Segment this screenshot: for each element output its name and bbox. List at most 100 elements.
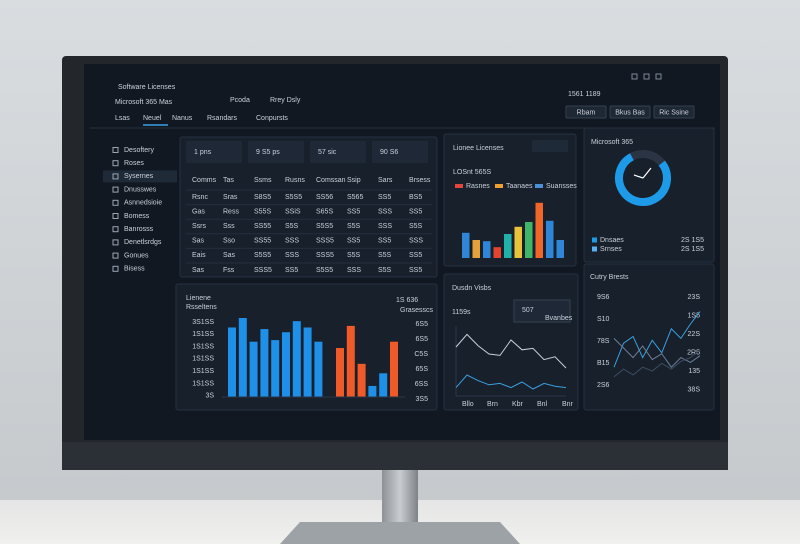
bar xyxy=(390,341,398,397)
y2-tick-label: 6SS xyxy=(415,381,429,388)
x-tick-label: Bnl xyxy=(537,401,548,408)
kpi-box xyxy=(248,141,304,163)
y2-tick-label: 6S5 xyxy=(416,321,429,328)
table-cell: SSS5 xyxy=(316,238,334,245)
sidebar-item[interactable]: Desoftery xyxy=(124,147,154,154)
bar xyxy=(483,241,491,258)
bar xyxy=(249,341,258,397)
header-button[interactable] xyxy=(609,105,651,119)
table-cell: SS5 xyxy=(409,208,422,215)
table-cell: S5S xyxy=(347,223,361,230)
y2-tick-label: 2R5 xyxy=(687,349,700,356)
table-cell: SSS5 xyxy=(254,267,272,274)
bar xyxy=(472,240,480,258)
sidebar-icon xyxy=(112,147,119,153)
x-tick-label: Brn xyxy=(487,401,498,408)
sidebar-icon xyxy=(112,173,119,180)
tab[interactable]: Nanus xyxy=(172,115,193,122)
sidebar-item[interactable]: Banrosss xyxy=(124,226,154,233)
line-series xyxy=(455,333,567,369)
tab[interactable]: Rsandars xyxy=(207,115,237,122)
y2-tick-label: 23S xyxy=(688,294,701,301)
table-cell: Sras xyxy=(223,194,238,201)
y2-tick-label: 38S xyxy=(688,386,701,393)
sidebar-item[interactable]: Bomess xyxy=(124,213,150,220)
bar xyxy=(271,340,280,397)
y2-tick-label: 1S5 xyxy=(688,312,701,319)
table-cell: Sas xyxy=(192,238,205,245)
table-cell: SS55 xyxy=(254,238,271,245)
table-cell: Gas xyxy=(192,208,205,215)
y-tick-label: 1S1SS xyxy=(192,356,214,363)
y-tick-label: 1S1SS xyxy=(192,380,214,387)
table-cell: SS5 xyxy=(409,267,422,274)
widget-title: Microsoft 365 xyxy=(591,139,633,146)
sidebar-item[interactable]: Bisess xyxy=(124,266,145,273)
window-icon xyxy=(631,73,638,80)
sidebar-icon xyxy=(112,265,119,272)
bar xyxy=(336,348,344,397)
y-tick-label: 9S6 xyxy=(597,294,610,301)
table-cell: S5S5 xyxy=(285,194,302,201)
breadcrumb: Rrey Dsly xyxy=(270,97,301,104)
sidebar-item[interactable]: Gonues xyxy=(124,252,149,259)
stat-box xyxy=(513,299,571,323)
table-cell: SS5 xyxy=(378,238,391,245)
table-cell: Ress xyxy=(223,208,239,215)
sidebar-item[interactable]: Roses xyxy=(124,160,144,167)
bar xyxy=(525,222,533,258)
bar xyxy=(260,329,269,397)
legend-swatch xyxy=(535,184,543,188)
header-title: Microsoft 365 Mas xyxy=(115,99,173,106)
tab[interactable]: Neuel xyxy=(143,115,162,122)
legend-value: 2S 1S5 xyxy=(681,237,704,244)
sidebar-item[interactable]: Sysernes xyxy=(124,173,154,180)
tab[interactable]: Lsas xyxy=(115,115,130,122)
y2-tick-label: 135 xyxy=(688,368,700,375)
table-header: Comssan xyxy=(316,177,346,184)
stand-neck xyxy=(382,462,418,522)
sidebar-icon xyxy=(112,213,119,219)
y-tick-label: S10 xyxy=(597,316,610,323)
table-cell: S5S xyxy=(378,252,392,259)
kpi-value: 90 S6 xyxy=(380,149,398,156)
sidebar-item[interactable]: Asnnedsioie xyxy=(124,200,162,207)
table-header: Tas xyxy=(223,177,234,184)
line-series xyxy=(613,311,701,368)
table-cell: S5S5 xyxy=(254,252,271,259)
table-cell: SSS xyxy=(285,238,299,245)
x-tick-label: Kbr xyxy=(512,401,524,408)
bar xyxy=(462,232,470,258)
bar xyxy=(368,385,377,397)
header-button[interactable] xyxy=(565,105,607,119)
monitor-chin xyxy=(62,442,728,470)
widget-stat-label: Bvanbes xyxy=(545,315,573,322)
header-code: 1561 1189 xyxy=(568,91,601,98)
stand-base xyxy=(280,522,520,544)
table-header: Comms xyxy=(192,177,217,184)
table-cell: Sss xyxy=(223,223,235,230)
clock-hand xyxy=(633,174,644,179)
bar xyxy=(556,240,564,258)
sidebar-icon xyxy=(112,186,119,193)
table-cell: S5S xyxy=(378,267,392,274)
tab[interactable]: Conpursts xyxy=(256,115,288,122)
legend-label: Taanaes xyxy=(506,183,533,190)
table-cell: S55S xyxy=(254,208,271,215)
clock-hand xyxy=(642,167,652,179)
sidebar-item[interactable]: Denetlsrdgs xyxy=(124,239,162,246)
widget-stat: 1159s xyxy=(452,309,471,316)
sidebar-item[interactable]: Dnusswes xyxy=(124,186,157,193)
table-header: Ssms xyxy=(254,177,272,184)
legend-swatch xyxy=(592,246,597,252)
y2-tick-label: 22S xyxy=(688,331,701,338)
widget-title: Cutry Brests xyxy=(590,274,629,281)
sidebar-active xyxy=(103,170,177,183)
table-cell: Sas xyxy=(223,252,236,259)
bar xyxy=(493,247,501,258)
header-button[interactable] xyxy=(653,105,695,119)
y-tick-label: B15 xyxy=(597,360,610,367)
bar xyxy=(238,318,247,397)
line-series xyxy=(455,374,567,390)
